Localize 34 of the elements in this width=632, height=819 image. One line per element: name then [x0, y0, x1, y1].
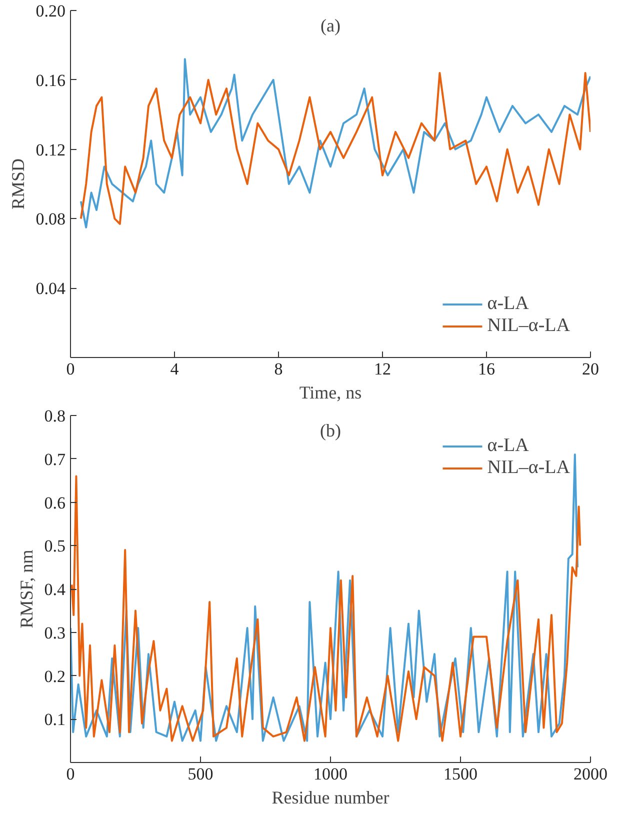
- x-tick-label: 20: [582, 360, 599, 378]
- y-tick-label: 0.8: [44, 406, 66, 426]
- y-tick-label: 0.5: [44, 536, 66, 556]
- chart-title: (b): [320, 420, 342, 441]
- y-tick-label: 0.04: [36, 279, 66, 298]
- y-tick-label: 0.16: [36, 70, 66, 90]
- legend-label: α-LA: [487, 435, 529, 457]
- x-tick-label: 8: [274, 360, 283, 378]
- x-tick-label: 500: [188, 764, 214, 784]
- y-tick-label: 0.7: [44, 450, 66, 469]
- x-tick-label: 1500: [444, 764, 478, 784]
- x-axis-title: Time, ns: [299, 382, 362, 402]
- x-axis-title: Residue number: [272, 788, 390, 808]
- x-tick-label: 4: [170, 360, 180, 378]
- legend-label: α-LA: [487, 293, 529, 315]
- y-tick-label: 0.2: [44, 666, 66, 686]
- y-tick-label: 0.12: [36, 140, 66, 160]
- x-tick-label: 1000: [314, 764, 348, 784]
- legend-label: NIL–α-LA: [487, 315, 570, 337]
- y-axis-title: RMSD: [8, 158, 28, 210]
- y-tick-label: 0.3: [44, 623, 66, 642]
- y-tick-label: 0.1: [44, 710, 66, 730]
- legend-label: NIL–α-LA: [487, 457, 570, 479]
- x-tick-label: 2000: [574, 764, 608, 784]
- x-tick-label: 16: [478, 360, 495, 378]
- y-tick-label: 0.08: [36, 210, 66, 229]
- x-tick-label: 12: [374, 360, 391, 378]
- x-tick-label: 0: [66, 764, 75, 784]
- x-tick-label: 0: [66, 360, 75, 378]
- y-tick-label: 0.20: [36, 2, 66, 20]
- chart-title: (a): [320, 16, 340, 36]
- y-axis-title: RMSF, nm: [16, 550, 36, 628]
- y-tick-label: 0.6: [44, 493, 66, 512]
- y-tick-label: 0.4: [44, 580, 66, 599]
